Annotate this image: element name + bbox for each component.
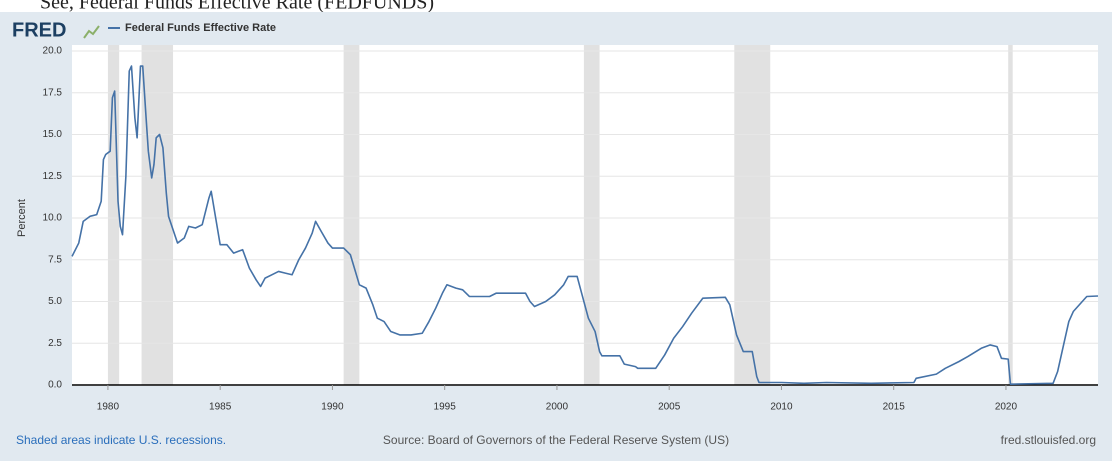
x-tick-label: 2010 bbox=[770, 402, 793, 413]
y-axis-label: Percent bbox=[16, 199, 28, 237]
source: Source: Board of Governors of the Federa… bbox=[383, 433, 729, 447]
x-tick-label: 2015 bbox=[883, 402, 906, 413]
x-tick-label: 2005 bbox=[658, 402, 681, 413]
logo-icon bbox=[83, 25, 100, 39]
x-tick-label: 1995 bbox=[434, 402, 457, 413]
y-tick-label: 12.5 bbox=[43, 171, 63, 182]
recession-band bbox=[1008, 45, 1013, 385]
y-tick-label: 17.5 bbox=[43, 87, 63, 98]
recession-band bbox=[343, 45, 360, 385]
recession-band bbox=[734, 45, 771, 385]
x-tick-label: 1980 bbox=[97, 402, 120, 413]
x-tick-label: 1990 bbox=[321, 402, 344, 413]
x-tick-label: 2020 bbox=[995, 402, 1018, 413]
y-tick-label: 2.5 bbox=[48, 338, 62, 349]
recession-band bbox=[107, 45, 120, 385]
y-tick-label: 15.0 bbox=[43, 129, 63, 140]
y-tick-label: 0.0 bbox=[48, 380, 62, 391]
recession-band bbox=[583, 45, 600, 385]
site: fred.stlouisfed.org bbox=[1001, 433, 1096, 447]
data-line bbox=[71, 65, 1099, 385]
x-tick-label: 1985 bbox=[209, 402, 232, 413]
page-heading: See, Federal Funds Effective Rate (FEDFU… bbox=[40, 0, 434, 14]
recession-note[interactable]: Shaded areas indicate U.S. recessions. bbox=[16, 433, 226, 447]
y-tick-label: 10.0 bbox=[43, 213, 63, 224]
y-tick-label: 20.0 bbox=[43, 46, 63, 57]
y-tick-label: 5.0 bbox=[48, 296, 62, 307]
y-tick-label: 7.5 bbox=[48, 254, 62, 265]
legend-label: Federal Funds Effective Rate bbox=[125, 22, 276, 34]
logo: FRED bbox=[12, 19, 66, 41]
x-tick-label: 2000 bbox=[546, 402, 569, 413]
